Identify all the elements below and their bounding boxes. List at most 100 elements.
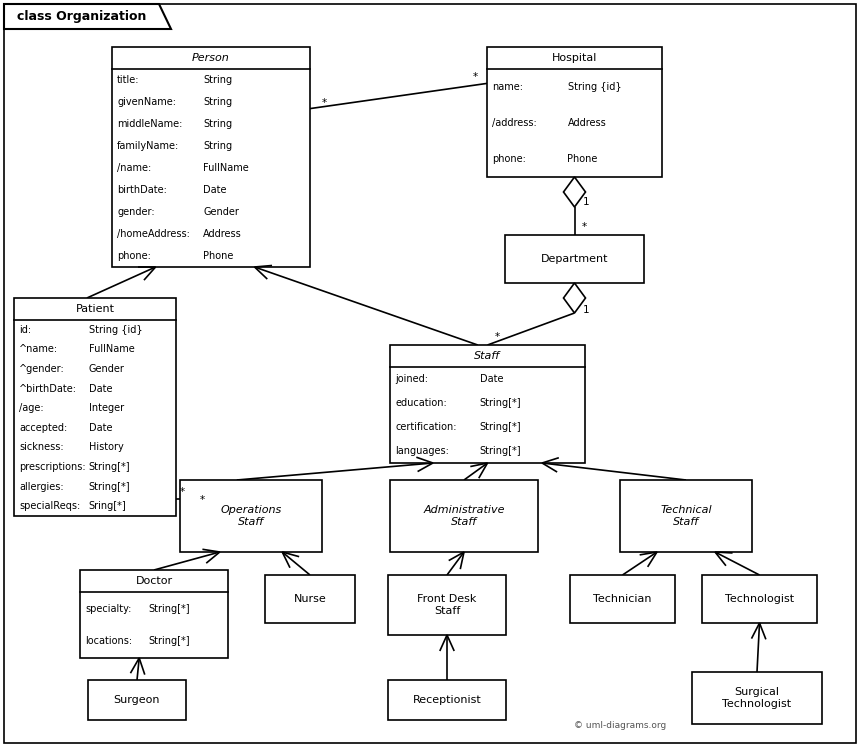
Text: sickness:: sickness: (19, 442, 64, 453)
Text: String[*]: String[*] (480, 422, 521, 432)
Text: String: String (203, 119, 232, 129)
Text: Date: Date (480, 374, 503, 384)
Text: id:: id: (19, 325, 31, 335)
Text: phone:: phone: (117, 251, 150, 261)
Text: Technical
Staff: Technical Staff (660, 505, 712, 527)
Bar (265, 575, 355, 623)
Text: History: History (89, 442, 123, 453)
Text: title:: title: (117, 75, 139, 85)
Text: Address: Address (568, 118, 606, 128)
Text: Gender: Gender (89, 364, 125, 374)
Bar (390, 345, 585, 463)
Text: String[*]: String[*] (89, 482, 130, 492)
Text: Administrative
Staff: Administrative Staff (423, 505, 505, 527)
Text: String {id}: String {id} (568, 82, 621, 92)
Text: 1: 1 (583, 305, 590, 315)
Text: prescriptions:: prescriptions: (19, 462, 86, 472)
Text: Doctor: Doctor (135, 576, 173, 586)
Text: Person: Person (192, 53, 230, 63)
Text: Technician: Technician (593, 594, 652, 604)
Text: Front Desk
Staff: Front Desk Staff (417, 594, 476, 616)
Text: String[*]: String[*] (480, 446, 521, 456)
Text: String: String (203, 97, 232, 107)
Text: locations:: locations: (85, 636, 132, 646)
Text: Patient: Patient (76, 304, 114, 314)
Text: Surgeon: Surgeon (114, 695, 160, 705)
Text: String[*]: String[*] (148, 636, 190, 646)
Polygon shape (563, 283, 586, 313)
Text: ^birthDate:: ^birthDate: (19, 384, 77, 394)
Text: String[*]: String[*] (89, 462, 130, 472)
Text: String {id}: String {id} (89, 325, 142, 335)
Text: FullName: FullName (203, 163, 249, 173)
Polygon shape (563, 177, 586, 207)
Text: Date: Date (203, 185, 226, 195)
Text: Technologist: Technologist (725, 594, 794, 604)
Text: *: * (472, 72, 477, 82)
Bar (390, 480, 538, 552)
Text: Department: Department (541, 254, 608, 264)
Text: phone:: phone: (492, 154, 525, 164)
Text: Nurse: Nurse (293, 594, 327, 604)
Text: certification:: certification: (395, 422, 457, 432)
Bar (487, 47, 662, 177)
Bar (388, 680, 506, 720)
Text: ^gender:: ^gender: (19, 364, 64, 374)
Text: Phone: Phone (203, 251, 233, 261)
Text: Date: Date (89, 423, 112, 433)
Text: *: * (200, 495, 206, 505)
Text: languages:: languages: (395, 446, 449, 456)
Text: /age:: /age: (19, 403, 44, 413)
Text: Date: Date (89, 384, 112, 394)
Text: Surgical
Technologist: Surgical Technologist (722, 687, 791, 709)
Bar (505, 235, 644, 283)
Text: ^name:: ^name: (19, 344, 58, 354)
Bar (88, 680, 186, 720)
Text: Operations
Staff: Operations Staff (220, 505, 281, 527)
Text: education:: education: (395, 398, 446, 408)
Text: accepted:: accepted: (19, 423, 67, 433)
Text: Staff: Staff (475, 351, 501, 361)
Bar (570, 575, 675, 623)
Text: *: * (495, 332, 500, 342)
Bar (388, 575, 506, 635)
Text: /address:: /address: (492, 118, 537, 128)
Text: Receptionist: Receptionist (413, 695, 482, 705)
Text: joined:: joined: (395, 374, 428, 384)
Text: *: * (582, 222, 587, 232)
Text: Phone: Phone (568, 154, 598, 164)
Text: *: * (180, 486, 185, 497)
Bar (14, 298, 176, 516)
Text: Integer: Integer (89, 403, 124, 413)
Text: String: String (203, 75, 232, 85)
Text: specialReqs:: specialReqs: (19, 501, 80, 511)
Text: gender:: gender: (117, 207, 155, 217)
Polygon shape (4, 4, 171, 29)
Text: Address: Address (203, 229, 242, 239)
Text: name:: name: (492, 82, 523, 92)
Bar (702, 575, 817, 623)
Text: birthDate:: birthDate: (117, 185, 167, 195)
Text: Sring[*]: Sring[*] (89, 501, 126, 511)
Text: Hospital: Hospital (552, 53, 597, 63)
Text: /homeAddress:: /homeAddress: (117, 229, 190, 239)
Text: String[*]: String[*] (480, 398, 521, 408)
Text: String[*]: String[*] (148, 604, 190, 613)
Text: familyName:: familyName: (117, 141, 179, 151)
Text: specialty:: specialty: (85, 604, 132, 613)
Bar (692, 672, 822, 724)
Text: Gender: Gender (203, 207, 239, 217)
Text: middleName:: middleName: (117, 119, 182, 129)
Bar (112, 47, 310, 267)
Text: givenName:: givenName: (117, 97, 176, 107)
Text: 1: 1 (583, 197, 590, 207)
Text: String: String (203, 141, 232, 151)
Bar (620, 480, 752, 552)
Text: FullName: FullName (89, 344, 134, 354)
Text: class Organization: class Organization (17, 10, 146, 23)
Bar (80, 570, 228, 658)
Bar (180, 480, 322, 552)
Text: © uml-diagrams.org: © uml-diagrams.org (574, 721, 666, 730)
Text: *: * (322, 98, 327, 108)
Text: /name:: /name: (117, 163, 151, 173)
